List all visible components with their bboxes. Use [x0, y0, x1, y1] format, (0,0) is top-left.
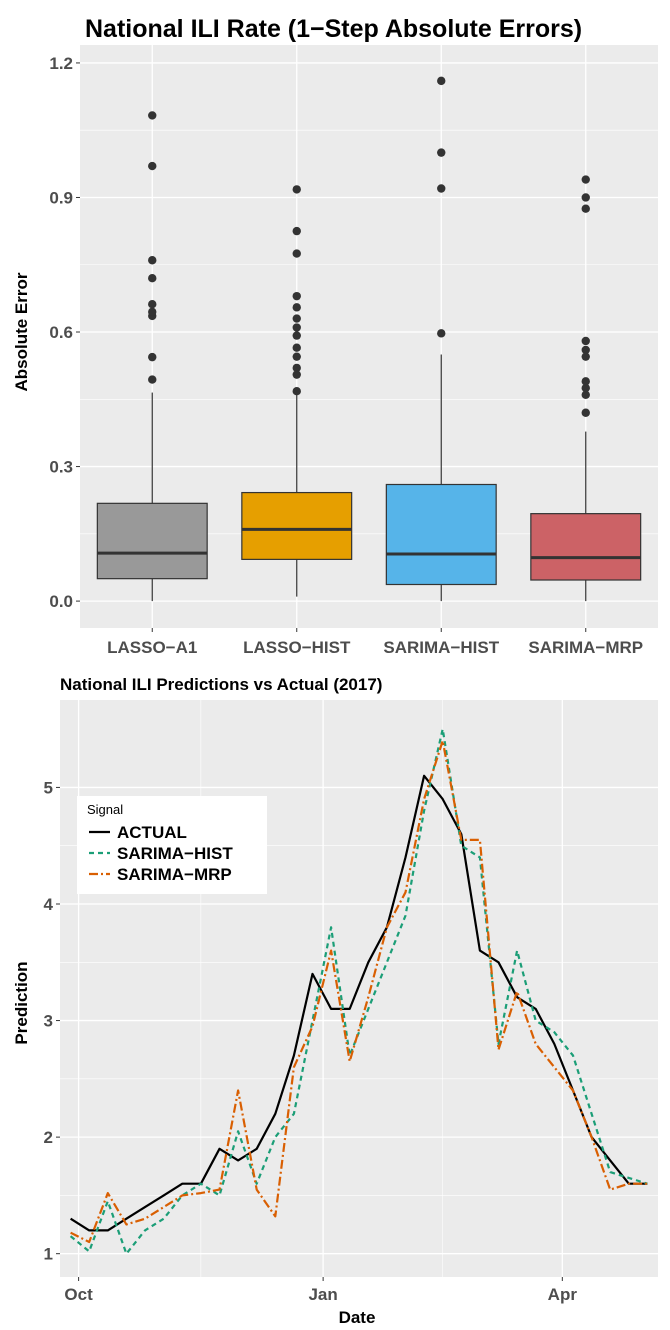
y-tick-label: 1 — [44, 1245, 53, 1264]
legend-item-3: SARIMA−MRP — [89, 865, 232, 884]
x-tick-label: SARIMA−MRP — [528, 638, 643, 657]
outlier-point — [437, 329, 446, 338]
x-tick-label: Oct — [64, 1285, 93, 1304]
legend-item-2: SARIMA−HIST — [89, 844, 233, 863]
outlier-point — [437, 76, 446, 86]
series-line-1 — [70, 774, 648, 1232]
outlier-point — [292, 387, 301, 396]
legend-label: ACTUAL — [117, 823, 187, 842]
outlier-point — [581, 390, 590, 399]
line-chart-y-ticks: 1 2 3 4 5 — [44, 778, 60, 1264]
boxplot-x-ticks: LASSO−A1 LASSO−HIST SARIMA−HIST SARIMA−MRP — [107, 628, 643, 657]
series-line-2 — [69, 727, 648, 1255]
outlier-point — [437, 184, 446, 193]
y-tick-label: 2 — [44, 1128, 53, 1147]
x-tick-label: LASSO−A1 — [107, 638, 197, 657]
legend-items: ACTUAL SARIMA−HIST SARIMA−MRP — [89, 823, 233, 884]
outlier-point — [148, 307, 157, 317]
box-iqr — [530, 513, 642, 581]
outlier-point — [148, 352, 157, 362]
outlier-point — [581, 408, 590, 417]
outlier-point — [292, 370, 301, 379]
outlier-point — [292, 363, 301, 373]
legend-label: SARIMA−HIST — [117, 844, 233, 863]
line-chart-y-axis-label: Prediction — [12, 961, 31, 1044]
y-tick-label: 1.2 — [49, 54, 73, 73]
outlier-point — [581, 175, 590, 184]
outlier-point — [581, 193, 590, 202]
outlier-point — [148, 274, 157, 283]
series-line-3 — [70, 739, 648, 1244]
outlier-point — [148, 111, 157, 120]
outlier-point — [581, 336, 590, 346]
boxplot-y-axis-label: Absolute Error — [12, 272, 31, 391]
box-iqr — [241, 491, 353, 560]
outlier-point — [292, 331, 301, 340]
boxplot-chart: National ILI Rate (1−Step Absolute Error… — [12, 15, 658, 657]
outlier-point — [581, 383, 590, 393]
x-tick-label: Apr — [548, 1285, 578, 1304]
outlier-point — [148, 300, 157, 309]
box-iqr — [385, 483, 497, 586]
legend-title: Signal — [87, 802, 123, 817]
outlier-point — [292, 249, 301, 258]
line-chart-series — [69, 727, 648, 1255]
legend-label: SARIMA−MRP — [117, 865, 232, 884]
box-1 — [96, 111, 208, 602]
line-chart-x-axis-label: Date — [339, 1308, 376, 1327]
outlier-point — [292, 185, 301, 194]
box-3 — [385, 76, 497, 602]
outlier-point — [292, 291, 301, 301]
outlier-point — [581, 345, 590, 355]
y-tick-label: 4 — [44, 895, 54, 914]
line-chart-x-ticks: Oct Jan Apr — [64, 1277, 577, 1304]
outlier-point — [292, 343, 301, 352]
y-tick-label: 3 — [44, 1012, 53, 1031]
outlier-point — [292, 303, 301, 312]
x-tick-label: Jan — [308, 1285, 337, 1304]
boxplot-marks — [96, 76, 642, 602]
outlier-point — [148, 256, 157, 265]
box-4 — [530, 175, 642, 602]
line-chart-title: National ILI Predictions vs Actual (2017… — [60, 675, 382, 694]
legend-background — [77, 796, 267, 894]
x-tick-label: LASSO−HIST — [243, 638, 351, 657]
box-2 — [241, 185, 353, 597]
outlier-point — [581, 352, 590, 361]
outlier-point — [581, 204, 590, 213]
line-chart: National ILI Predictions vs Actual (2017… — [12, 675, 658, 1327]
outlier-point — [292, 314, 301, 323]
legend-item-1: ACTUAL — [89, 823, 187, 842]
outlier-point — [581, 377, 590, 386]
outlier-point — [292, 352, 301, 361]
x-tick-label: SARIMA−HIST — [383, 638, 499, 657]
outlier-point — [437, 148, 446, 157]
y-tick-label: 0.0 — [49, 592, 73, 611]
outlier-point — [292, 226, 301, 236]
legend: Signal ACTUAL SARIMA−HIST SARIMA−MRP — [77, 796, 267, 894]
boxplot-y-ticks: 0.0 0.3 0.6 0.9 1.2 — [49, 54, 80, 611]
boxplot-title: National ILI Rate (1−Step Absolute Error… — [85, 15, 582, 43]
box-iqr — [96, 502, 208, 580]
y-tick-label: 5 — [44, 778, 53, 797]
outlier-point — [292, 323, 301, 332]
y-tick-label: 0.6 — [49, 323, 73, 342]
y-tick-label: 0.3 — [49, 458, 73, 477]
line-chart-gridlines — [60, 700, 658, 1277]
outlier-point — [148, 375, 157, 384]
y-tick-label: 0.9 — [49, 188, 73, 207]
outlier-point — [148, 161, 157, 171]
